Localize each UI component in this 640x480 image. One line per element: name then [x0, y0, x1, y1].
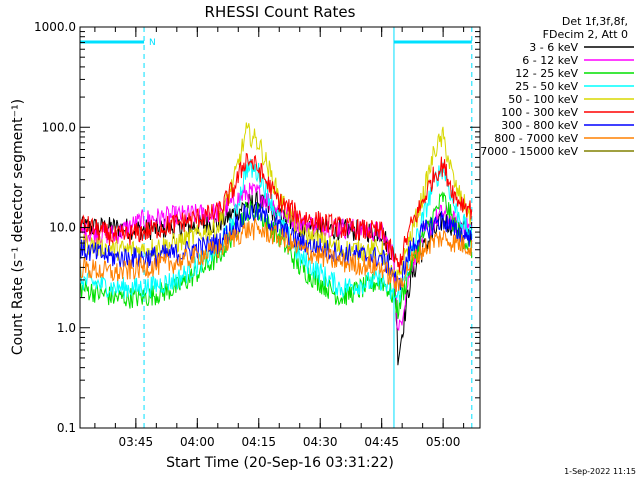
series-layer — [79, 122, 473, 366]
x-axis-label: Start Time (20-Sep-16 03:31:22) — [166, 455, 394, 471]
y-tick-label-4: 1000.0 — [34, 20, 76, 34]
x-tick-label-3: 04:30 — [303, 435, 338, 449]
legend-label-8: 7000 - 15000 keV — [480, 145, 578, 158]
legend-label-7: 800 - 7000 keV — [494, 132, 578, 145]
y-tick-label-1: 1.0 — [57, 321, 76, 335]
y-tick-label-2: 10.0 — [49, 221, 76, 235]
y-tick-label-3: 100.0 — [42, 120, 76, 134]
y-tick-label-0: 0.1 — [57, 421, 76, 435]
legend-header-0: Det 1f,3f,8f, — [562, 15, 628, 28]
legend-label-0: 3 - 6 keV — [529, 41, 578, 54]
night-label-0: N — [149, 38, 156, 48]
legend-label-5: 100 - 300 keV — [501, 106, 578, 119]
legend-header-1: FDecim 2, Att 0 — [543, 28, 628, 41]
series-line-7 — [79, 217, 473, 292]
x-axis: 03:45 04:00 04:15 04:30 04:45 05:00 — [94, 27, 465, 449]
footer-timestamp: 1-Sep-2022 11:15 — [564, 467, 636, 476]
series-line-2 — [79, 191, 473, 319]
chart-title: RHESSI Count Rates — [205, 3, 356, 21]
legend-label-2: 12 - 25 keV — [515, 67, 578, 80]
series-line-5 — [79, 152, 473, 273]
x-tick-label-5: 05:00 — [426, 435, 461, 449]
y-axis-label: Count Rate (s⁻¹ detector segment⁻¹) — [10, 99, 26, 355]
legend-label-4: 50 - 100 keV — [508, 93, 578, 106]
legend-label-1: 6 - 12 keV — [522, 54, 578, 67]
x-tick-label-2: 04:15 — [241, 435, 276, 449]
series-line-4 — [79, 122, 473, 283]
legend-label-3: 25 - 50 keV — [515, 80, 578, 93]
x-tick-label-4: 04:45 — [364, 435, 399, 449]
y-axis: 0.1 1.0 10.0 100.0 1000.0 — [34, 20, 480, 435]
series-line-6 — [79, 202, 473, 290]
x-tick-label-0: 03:45 — [119, 435, 154, 449]
legend-label-6: 300 - 800 keV — [501, 119, 578, 132]
x-tick-label-1: 04:00 — [180, 435, 215, 449]
